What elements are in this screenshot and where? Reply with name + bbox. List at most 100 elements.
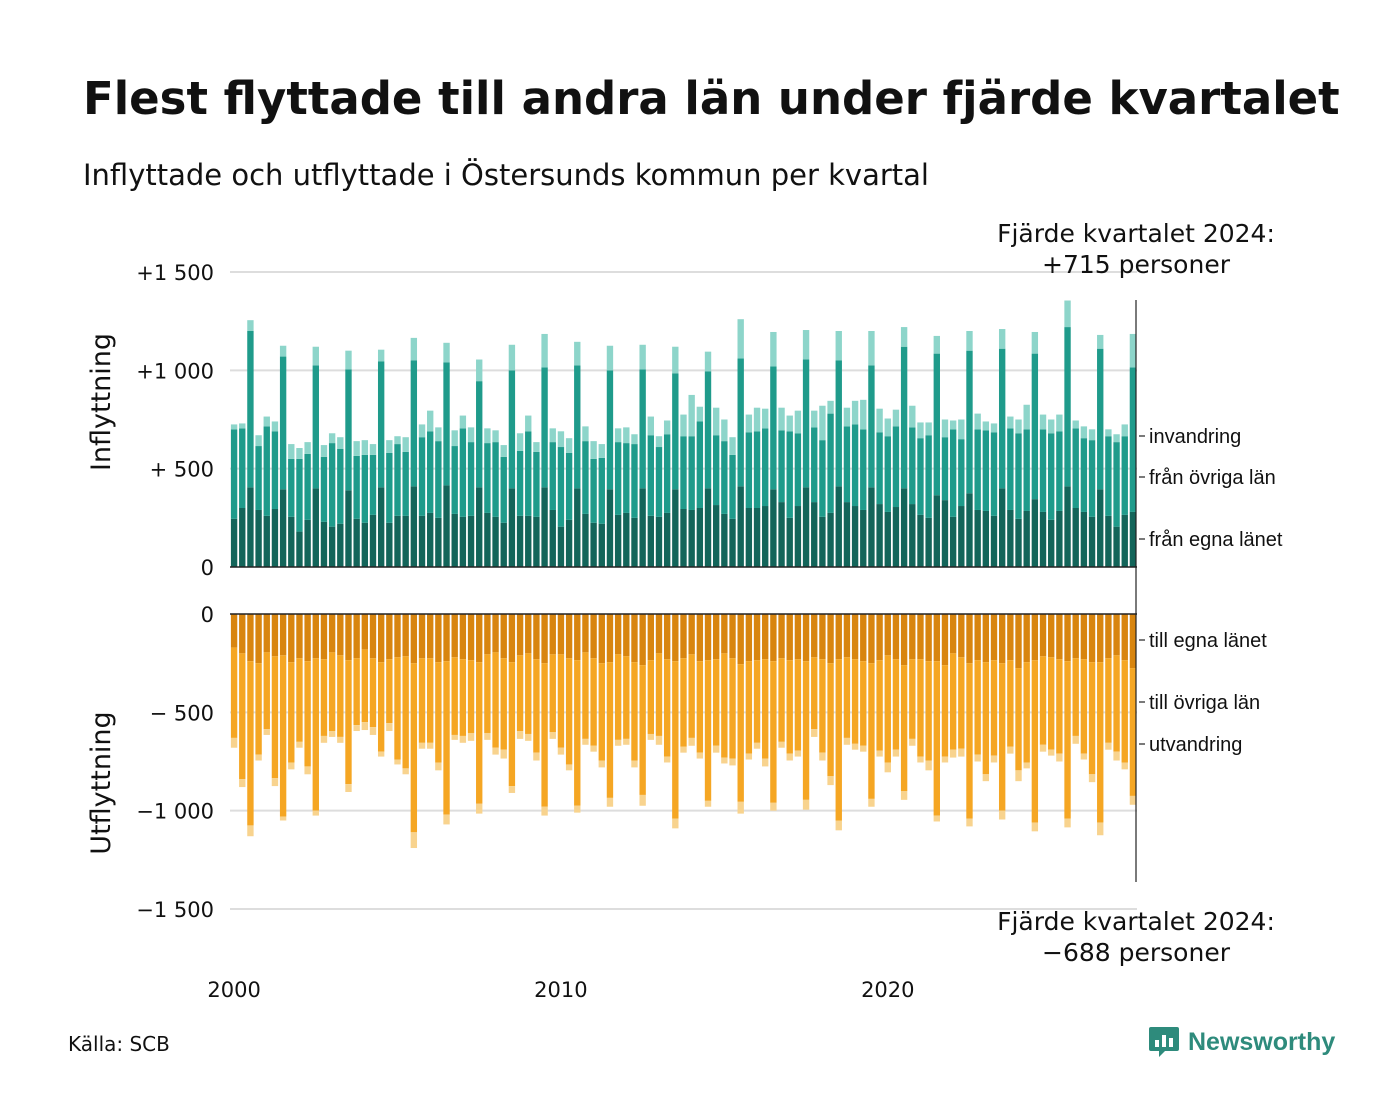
bar-in-invandring xyxy=(819,405,826,441)
bar-out-ovriga xyxy=(1048,657,1055,750)
bar-in-egna xyxy=(557,526,565,567)
bar-in-egna xyxy=(337,523,344,567)
bar-out-egna xyxy=(1007,614,1014,661)
bar-in-egna xyxy=(868,487,875,567)
bar-in-egna xyxy=(345,490,352,567)
bar-out-egna xyxy=(435,614,442,663)
bar-out-utvandring xyxy=(410,832,418,849)
bar-out-ovriga xyxy=(860,661,867,746)
bar-out-ovriga xyxy=(884,655,891,763)
bar-out-utvandring xyxy=(892,749,900,757)
bar-out-egna xyxy=(361,614,369,650)
bar-in-invandring xyxy=(835,331,842,361)
bar-out-ovriga xyxy=(745,661,753,754)
bar-in-egna xyxy=(533,516,540,567)
bar-out-egna xyxy=(990,614,998,661)
bar-in-invandring xyxy=(1039,414,1047,430)
bar-in-ovriga xyxy=(663,434,671,513)
bar-out-utvandring xyxy=(279,816,287,821)
bar-in-ovriga xyxy=(312,365,319,489)
bar-in-egna xyxy=(778,502,785,567)
bar-out-egna xyxy=(386,614,393,660)
bar-in-invandring xyxy=(402,437,409,452)
bar-in-ovriga xyxy=(484,443,491,513)
bar-out-ovriga xyxy=(492,652,499,748)
bar-out-egna xyxy=(492,614,499,653)
bar-in-invandring xyxy=(1097,334,1104,349)
bar-out-ovriga xyxy=(435,662,442,763)
y-axis-label-bottom: Utflyttning xyxy=(86,711,117,854)
bar-in-invandring xyxy=(549,428,556,443)
bar-out-ovriga xyxy=(1113,655,1120,752)
y-tick-top-3: 0 xyxy=(201,556,214,580)
bar-out-utvandring xyxy=(663,756,671,763)
bar-out-ovriga xyxy=(614,654,622,740)
bar-in-invandring xyxy=(239,423,246,429)
bar-out-ovriga xyxy=(386,659,393,724)
bar-out-egna xyxy=(247,614,254,662)
bar-out-egna xyxy=(410,614,418,664)
bar-out-utvandring xyxy=(909,738,916,746)
bar-out-egna xyxy=(541,614,548,664)
bar-out-utvandring xyxy=(1031,822,1039,832)
bar-out-utvandring xyxy=(598,760,605,768)
bar-in-invandring xyxy=(525,415,532,432)
bar-out-egna xyxy=(729,614,736,659)
bar-out-egna xyxy=(696,614,704,662)
bar-out-egna xyxy=(1080,614,1088,660)
bar-out-ovriga xyxy=(328,652,336,732)
bar-out-egna xyxy=(418,614,426,659)
bar-out-utvandring xyxy=(770,802,777,811)
bar-out-egna xyxy=(647,614,654,661)
bar-out-ovriga xyxy=(753,660,761,743)
bar-out-egna xyxy=(508,614,516,663)
y-tick-bottom-0: 0 xyxy=(201,603,214,627)
bar-in-ovriga xyxy=(500,456,507,523)
bar-in-ovriga xyxy=(574,365,581,489)
bar-in-ovriga xyxy=(949,429,957,517)
bar-in-ovriga xyxy=(925,435,932,518)
bar-in-ovriga xyxy=(990,432,998,516)
bar-in-egna xyxy=(467,515,475,567)
bar-out-egna xyxy=(320,614,328,660)
bar-in-ovriga xyxy=(451,446,458,514)
bar-out-ovriga xyxy=(1088,662,1096,775)
bar-in-egna xyxy=(949,516,957,567)
bar-in-ovriga xyxy=(884,436,891,512)
bar-out-egna xyxy=(377,614,385,663)
bar-in-ovriga xyxy=(410,360,418,487)
bar-in-invandring xyxy=(484,428,491,444)
bar-in-egna xyxy=(835,486,842,567)
bar-out-utvandring xyxy=(860,745,867,752)
bar-in-invandring xyxy=(263,416,270,427)
bar-out-ovriga xyxy=(369,658,377,728)
bar-out-ovriga xyxy=(802,661,810,800)
bar-out-ovriga xyxy=(1097,662,1104,823)
bar-in-ovriga xyxy=(516,450,524,516)
series-label-in-2: från egna länet xyxy=(1149,529,1283,551)
bar-in-invandring xyxy=(631,434,638,445)
bar-in-ovriga xyxy=(345,369,352,491)
bar-out-egna xyxy=(721,614,728,654)
annotation-bottom-line1: Fjärde kvartalet 2024: xyxy=(997,907,1275,936)
bar-out-egna xyxy=(998,614,1006,664)
bar-in-invandring xyxy=(737,319,744,359)
series-label-in-0: invandring xyxy=(1149,426,1241,448)
bar-out-egna xyxy=(516,614,524,656)
bar-in-egna xyxy=(745,508,753,567)
bar-out-utvandring xyxy=(476,803,483,814)
bar-out-egna xyxy=(606,614,614,663)
bar-out-egna xyxy=(778,614,785,659)
bar-out-ovriga xyxy=(1080,659,1088,754)
bar-in-invandring xyxy=(279,345,287,357)
bar-in-ovriga xyxy=(427,431,434,513)
bar-in-egna xyxy=(402,515,409,567)
bar-in-invandring xyxy=(941,419,949,438)
bar-in-egna xyxy=(696,508,704,567)
bar-in-egna xyxy=(941,500,949,567)
bar-in-egna xyxy=(451,513,458,567)
bar-out-egna xyxy=(459,614,467,660)
bar-in-egna xyxy=(1023,510,1030,567)
bar-out-utvandring xyxy=(271,778,279,787)
bar-out-ovriga xyxy=(590,658,597,746)
